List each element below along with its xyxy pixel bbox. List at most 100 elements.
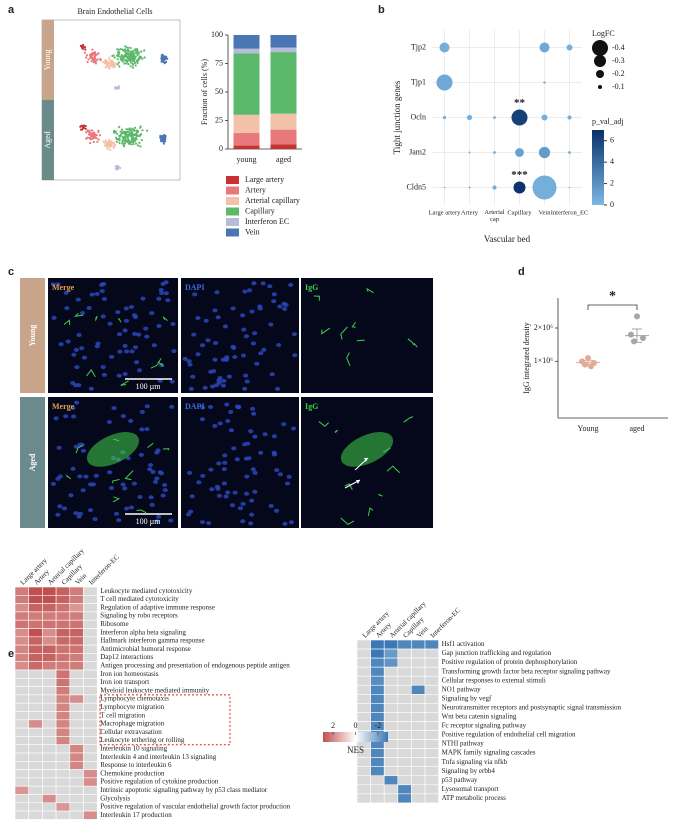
heat-cell xyxy=(411,712,426,722)
nucleus xyxy=(122,372,128,376)
dot xyxy=(466,114,473,121)
heat-cell xyxy=(370,748,385,758)
row-label: Tnfa signaling via nfkb xyxy=(442,758,508,766)
x-axis-label: Vascular bed xyxy=(484,234,531,244)
umap-cell xyxy=(141,57,144,60)
umap-cell xyxy=(102,61,105,64)
nucleus xyxy=(248,429,254,434)
umap-cell xyxy=(131,55,134,58)
nucleus xyxy=(80,488,86,493)
heat-cell xyxy=(55,752,71,762)
heat-cell xyxy=(69,636,84,646)
vessel xyxy=(413,342,418,348)
nucleus xyxy=(241,327,247,332)
nucleus xyxy=(160,493,166,498)
umap-cell xyxy=(85,131,88,134)
colorbar-label: NES xyxy=(347,745,364,755)
nucleus xyxy=(169,404,175,409)
heat-cell xyxy=(83,777,98,787)
heat-cell xyxy=(397,693,412,704)
nucleus xyxy=(53,416,59,421)
point xyxy=(634,313,640,320)
point xyxy=(585,355,591,361)
bar-segment xyxy=(233,35,260,49)
dot xyxy=(493,151,496,154)
channel-label: IgG xyxy=(305,283,318,292)
umap-cell xyxy=(117,87,120,90)
scale-bar-label: 100 µm xyxy=(136,382,162,391)
heat-cell xyxy=(411,730,426,740)
heat-cell xyxy=(42,686,57,696)
umap-cell xyxy=(139,56,143,59)
nucleus xyxy=(206,521,212,526)
row-label: Positive regulation of endothelial cell … xyxy=(442,731,576,739)
heat-cell xyxy=(55,686,71,696)
umap-cell xyxy=(87,133,91,136)
colorbar xyxy=(592,130,604,205)
nucleus xyxy=(269,372,275,377)
umap-cell xyxy=(122,56,126,59)
heat-cell xyxy=(42,628,57,638)
nucleus xyxy=(149,502,155,507)
heat-cell xyxy=(83,785,98,795)
nucleus xyxy=(243,334,249,339)
vessel xyxy=(367,507,374,516)
umap-cell xyxy=(122,130,125,133)
vessel xyxy=(340,326,348,340)
nucleus xyxy=(288,520,295,525)
heat-cell xyxy=(14,619,29,629)
dot xyxy=(541,114,548,121)
heat-cell xyxy=(42,619,57,629)
heat-cell xyxy=(383,693,399,704)
heat-cell xyxy=(14,794,29,804)
umap-cell xyxy=(126,134,129,137)
nucleus xyxy=(222,460,228,465)
point xyxy=(628,331,634,338)
nucleus xyxy=(257,306,263,311)
channel-label: Merge xyxy=(52,402,75,411)
colorbar-tick-label: 6 xyxy=(610,136,614,145)
nucleus xyxy=(290,426,297,431)
nucleus xyxy=(216,378,222,383)
heat-cell xyxy=(370,675,385,686)
heat-cell xyxy=(411,739,426,749)
nucleus xyxy=(199,417,205,422)
umap-cell xyxy=(118,141,121,144)
nucleus xyxy=(248,521,254,526)
bar-segment xyxy=(270,52,297,114)
nucleus xyxy=(271,434,277,439)
vessel xyxy=(150,358,162,369)
nucleus xyxy=(242,442,248,447)
heat-cell xyxy=(14,594,29,604)
dot xyxy=(511,109,528,126)
umap-cell xyxy=(89,142,92,145)
heat-cell xyxy=(83,594,98,604)
nucleus xyxy=(139,409,145,414)
heat-cell xyxy=(55,794,71,804)
heat-cell xyxy=(424,693,439,704)
dot xyxy=(439,42,450,53)
heat-cell xyxy=(14,586,29,596)
heat-cell xyxy=(411,639,426,650)
heat-cell xyxy=(424,721,439,731)
x-tick-label: aged xyxy=(276,155,291,164)
nucleus xyxy=(100,365,106,369)
legend-label: -0.3 xyxy=(612,56,625,65)
umap-cell xyxy=(87,58,90,61)
nucleus xyxy=(140,296,146,301)
nucleus xyxy=(75,297,81,302)
nucleus xyxy=(230,306,236,311)
heat-cell xyxy=(411,675,426,686)
nucleus xyxy=(225,419,231,423)
heat-cell xyxy=(55,744,71,754)
nucleus xyxy=(143,326,149,331)
bracket xyxy=(587,304,638,310)
row-label: p53 pathway xyxy=(442,776,478,784)
highlight-box xyxy=(99,694,231,746)
nucleus xyxy=(217,421,223,426)
vessel xyxy=(136,509,147,514)
nucleus xyxy=(210,384,216,389)
text-line: Arterial xyxy=(484,209,504,216)
heat-cell xyxy=(383,703,399,713)
